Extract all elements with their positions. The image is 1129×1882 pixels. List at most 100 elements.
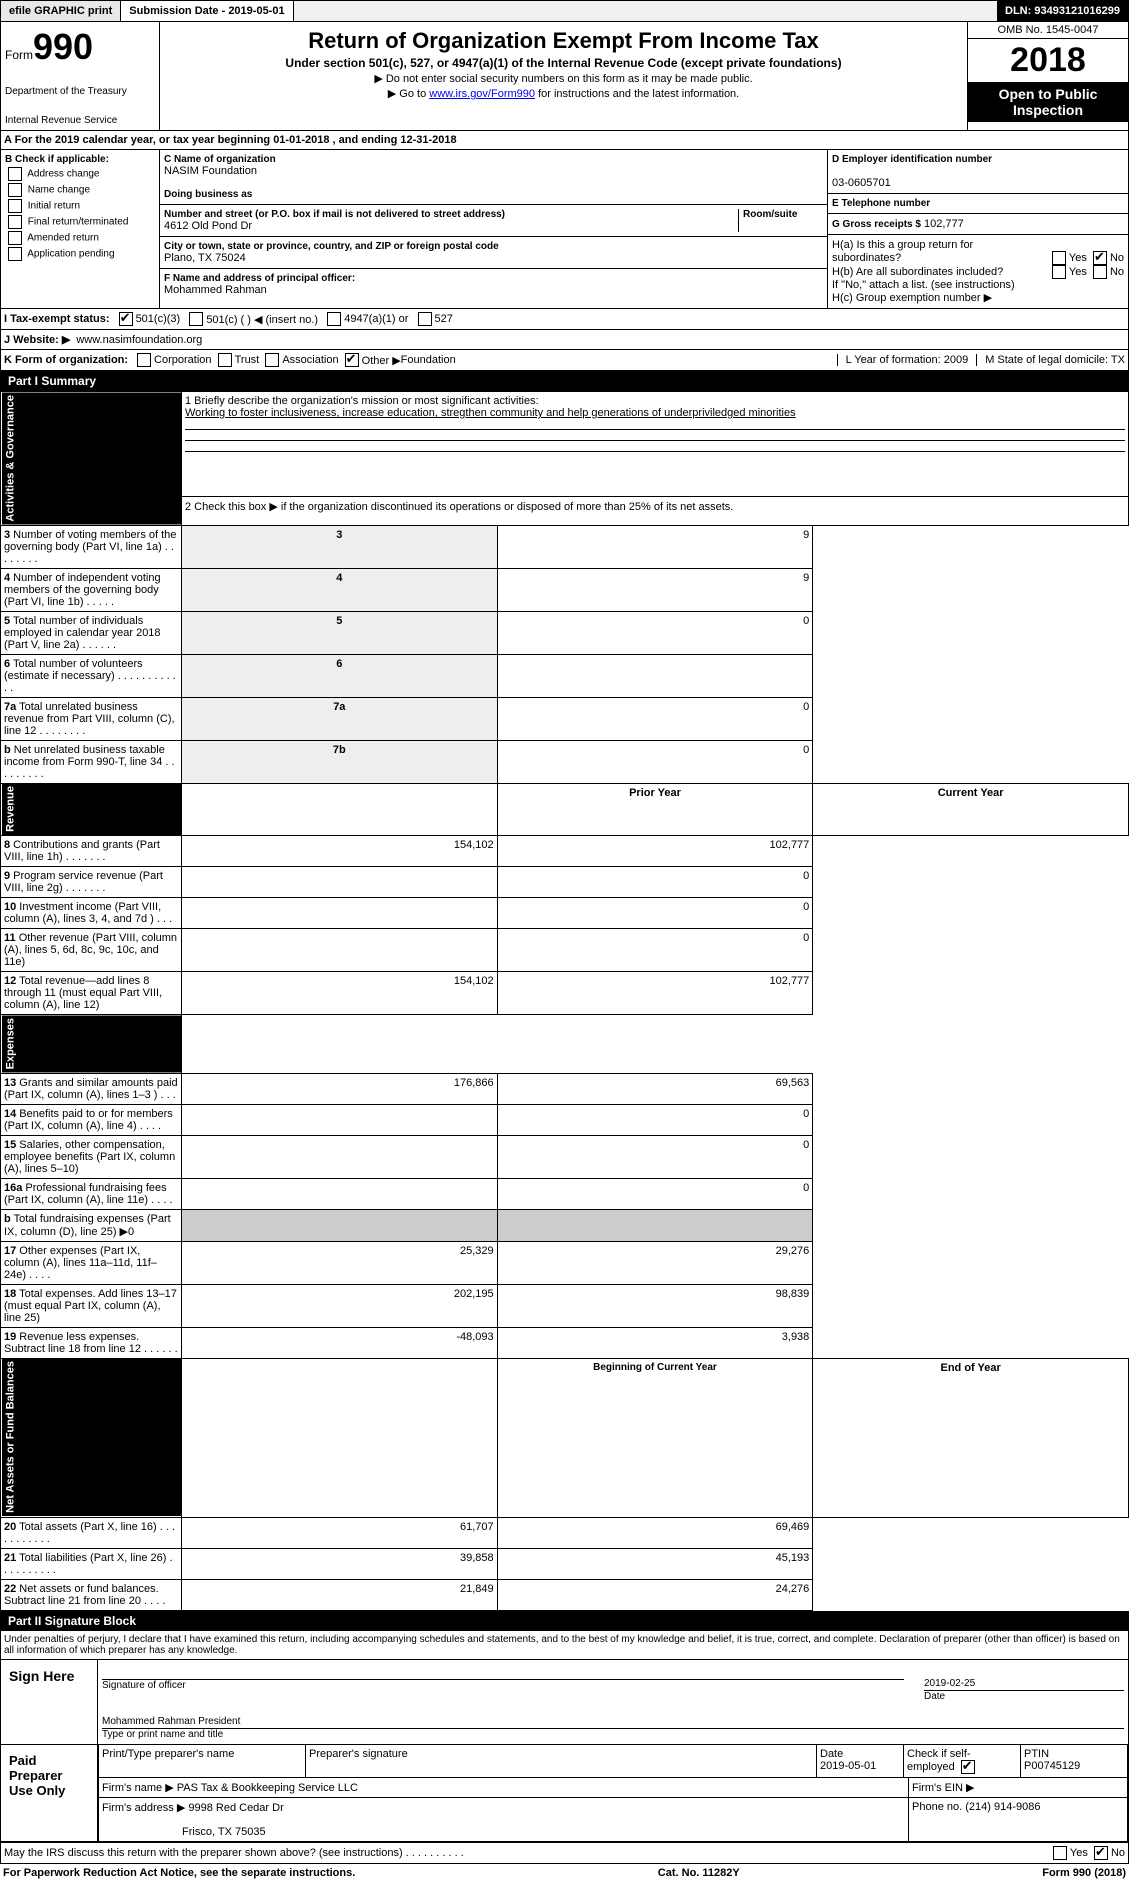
side-exp: Expenses [1,1015,182,1073]
checkb-opt[interactable]: Address change [5,167,155,181]
prep-date: 2019-05-01 [820,1760,876,1772]
line-j: J Website: ▶ www.nasimfoundation.org [0,330,1129,350]
prep-name-lbl: Print/Type preparer's name [99,1745,306,1777]
checkb-opt[interactable]: Final return/terminated [5,215,155,229]
ptin: P00745129 [1024,1760,1080,1772]
prep-sig-lbl: Preparer's signature [306,1745,817,1777]
sig-date: 2019-02-25 [924,1678,1124,1691]
room-lbl: Room/suite [743,209,823,220]
firm-addr-lbl: Firm's address ▶ [102,1802,185,1814]
ha-yes[interactable] [1052,251,1066,265]
org-name: NASIM Foundation [164,165,823,177]
irs: Internal Revenue Service [5,115,155,126]
form-header: Form990 Department of the Treasury Inter… [0,22,1129,131]
summary-table: Activities & Governance 1 Briefly descri… [0,391,1129,1611]
prior-yr: Prior Year [497,783,813,836]
sign-here: Sign Here [1,1660,98,1744]
col-b: B Check if applicable: Address change Na… [1,150,160,308]
i-501c3[interactable] [119,312,133,326]
i-4947[interactable] [327,312,341,326]
ein-lbl: D Employer identification number [832,154,1124,165]
section-bcd: B Check if applicable: Address change Na… [0,150,1129,309]
ha2: subordinates? [832,252,901,264]
checkb-opt[interactable]: Amended return [5,231,155,245]
hb-no[interactable] [1093,265,1107,279]
side-na: Net Assets or Fund Balances [1,1358,182,1517]
tax-year: 2018 [968,39,1128,82]
ha-no[interactable] [1093,251,1107,265]
k-assoc[interactable] [265,353,279,367]
city-lbl: City or town, state or province, country… [164,241,823,252]
i-527[interactable] [418,312,432,326]
s1-lbl: 1 Briefly describe the organization's mi… [185,395,1125,407]
paid-prep: Paid Preparer Use Only [1,1745,98,1841]
line-m: M State of legal domicile: TX [976,354,1125,366]
begin-yr: Beginning of Current Year [497,1358,813,1517]
col-c: C Name of organizationNASIM Foundation Do… [160,150,827,308]
irs-link[interactable]: www.irs.gov/Form990 [429,88,535,100]
self-emp-cb[interactable] [961,1760,975,1774]
discuss: May the IRS discuss this return with the… [4,1847,464,1859]
form-title: Return of Organization Exempt From Incom… [164,28,963,54]
checkb-opt[interactable]: Initial return [5,199,155,213]
form-subtitle: Under section 501(c), 527, or 4947(a)(1)… [164,56,963,70]
line-k: K Form of organization: Corporation Trus… [0,350,1129,371]
dba-lbl: Doing business as [164,189,823,200]
sig-name: Mohammed Rahman President [102,1716,1124,1729]
officer-lbl: F Name and address of principal officer: [164,273,823,284]
submission-date: Submission Date - 2019-05-01 [121,1,293,21]
discuss-no[interactable] [1094,1846,1108,1860]
firm-phone: (214) 914-9086 [965,1801,1040,1813]
firm: PAS Tax & Bookkeeping Service LLC [177,1782,358,1794]
form-label: Form [5,48,33,62]
ein: 03-0605701 [832,177,1124,189]
form-number: 990 [33,26,93,67]
curr-yr: Current Year [813,783,1129,836]
ftr-c: Cat. No. 11282Y [658,1867,740,1879]
footer: For Paperwork Reduction Act Notice, see … [0,1864,1129,1882]
addr: 4612 Old Pond Dr [164,220,738,232]
phone-lbl: E Telephone number [832,198,1124,209]
ptin-lbl: PTIN [1024,1748,1049,1760]
checkb-opt[interactable]: Application pending [5,247,155,261]
prep-date-lbl: Date [820,1748,843,1760]
check-b-hdr: B Check if applicable: [5,154,155,165]
sig-lbl: Signature of officer [102,1680,904,1691]
declaration: Under penalties of perjury, I declare th… [0,1631,1129,1660]
hb: H(b) Are all subordinates included? [832,266,1003,278]
s2: 2 Check this box ▶ if the organization d… [181,497,1128,525]
col-d: D Employer identification number 03-06057… [827,150,1128,308]
website: www.nasimfoundation.org [76,334,202,346]
name-lbl: C Name of organization [164,154,823,165]
k-trust[interactable] [218,353,232,367]
ha: H(a) Is this a group return for [832,239,973,251]
ftr-r: Form 990 (2018) [1042,1867,1126,1879]
omb: OMB No. 1545-0047 [968,22,1128,39]
k-corp[interactable] [137,353,151,367]
dln: DLN: 93493121016299 [997,1,1128,21]
dept: Department of the Treasury [5,86,155,97]
i-501c[interactable] [189,312,203,326]
checkb-opt[interactable]: Name change [5,183,155,197]
part2-hdr: Part II Signature Block [0,1611,1129,1631]
top-bar: efile GRAPHIC print Submission Date - 20… [0,0,1129,22]
end-yr: End of Year [813,1358,1129,1517]
hb-yes[interactable] [1052,265,1066,279]
hc: H(c) Group exemption number ▶ [832,291,1124,304]
firm-addr: 9998 Red Cedar Dr [188,1802,283,1814]
firm-addr2: Frisco, TX 75035 [182,1826,266,1838]
inspection: Open to Public Inspection [968,82,1128,122]
note-link: ▶ Go to www.irs.gov/Form990 for instruct… [164,87,963,100]
firm-lbl: Firm's name ▶ [102,1782,174,1794]
efile-btn[interactable]: efile GRAPHIC print [1,1,121,21]
firm-ein-lbl: Firm's EIN ▶ [909,1778,1127,1797]
side-gov: Activities & Governance [1,392,182,526]
discuss-yes[interactable] [1053,1846,1067,1860]
side-rev: Revenue [1,783,182,836]
note-ssn: ▶ Do not enter social security numbers o… [164,72,963,85]
city: Plano, TX 75024 [164,252,823,264]
date-lbl: Date [924,1691,1124,1702]
k-other[interactable] [345,353,359,367]
gross: 102,777 [924,218,964,230]
firm-phone-lbl: Phone no. [912,1801,962,1813]
